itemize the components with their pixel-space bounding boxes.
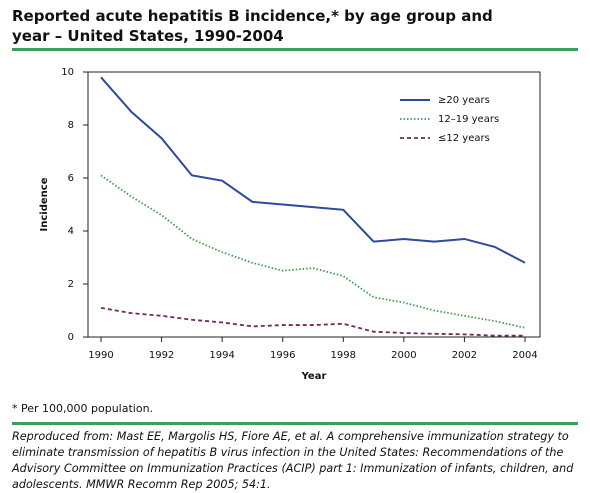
- x-tick-label: 1998: [331, 350, 356, 361]
- series-line: [100, 174, 526, 329]
- x-tick-label: 2002: [452, 350, 477, 361]
- y-tick-label: 8: [68, 120, 74, 131]
- chart-title: Reported acute hepatitis B incidence,* b…: [12, 7, 493, 45]
- y-tick-label: 10: [61, 67, 74, 78]
- x-tick-label: 1990: [88, 350, 113, 361]
- y-tick-label: 0: [68, 332, 74, 343]
- series-line: [100, 306, 525, 337]
- citation: Reproduced from: Mast EE, Margolis HS, F…: [12, 430, 574, 491]
- y-tick-label: 4: [68, 226, 74, 237]
- legend-label: ≥20 years: [438, 95, 490, 106]
- series-line: [100, 76, 526, 264]
- y-tick-label: 6: [68, 173, 74, 184]
- legend-label: 12–19 years: [438, 114, 499, 125]
- legend-label: ≤12 years: [438, 133, 490, 144]
- x-tick-label: 2004: [512, 350, 537, 361]
- divider: [12, 422, 578, 425]
- divider: [12, 48, 578, 51]
- plot-frame: [87, 71, 541, 338]
- footnote: * Per 100,000 population.: [12, 402, 154, 415]
- y-axis-label: Incidence: [39, 177, 50, 231]
- x-tick-label: 1996: [270, 350, 295, 361]
- y-tick-label: 2: [68, 279, 74, 290]
- x-tick-label: 1994: [209, 350, 234, 361]
- x-axis-label: Year: [301, 371, 327, 382]
- x-tick-label: 1992: [149, 350, 174, 361]
- chart: 0 2 4 6 8 10 1990 1992 1994 1996 1998 2000 2002 2004 Y…: [39, 67, 541, 382]
- x-tick-label: 2000: [391, 350, 416, 361]
